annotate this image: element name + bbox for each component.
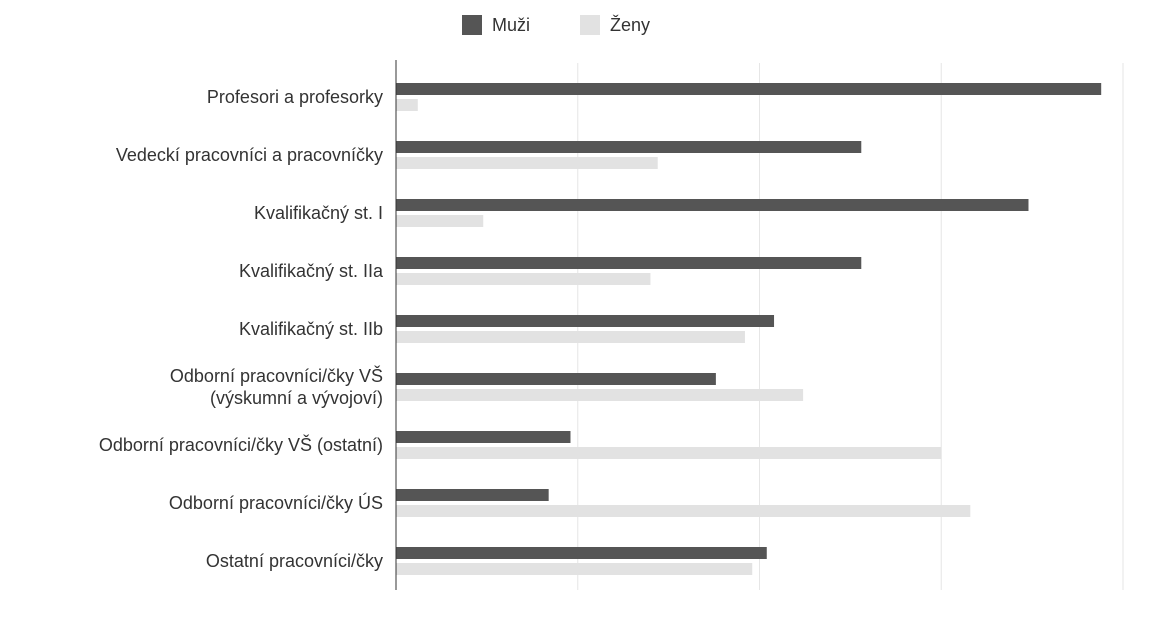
y-tick-label: Vedeckí pracovníci a pracovníčky <box>115 145 383 165</box>
bar <box>396 141 862 153</box>
bar <box>396 83 1102 95</box>
y-tick-label: Kvalifikačný st. IIb <box>238 319 383 339</box>
bar <box>396 547 767 559</box>
legend-label: Ženy <box>610 15 650 35</box>
y-tick-label: Ostatní pracovníci/čky <box>205 551 383 571</box>
bar <box>396 331 745 343</box>
bar <box>396 373 716 385</box>
bar <box>396 157 658 169</box>
legend-label: Muži <box>492 15 530 35</box>
legend-swatch <box>580 15 600 35</box>
bar <box>396 563 753 575</box>
bar <box>396 99 418 111</box>
y-tick-label: Odborní pracovníci/čky VŠ (výskumní a vý… <box>169 366 383 408</box>
bar <box>396 505 971 517</box>
bar <box>396 257 862 269</box>
y-tick-label: Profesori a profesorky <box>206 87 383 107</box>
y-tick-label: Kvalifikačný st. IIa <box>238 261 383 281</box>
bar <box>396 315 775 327</box>
legend-swatch <box>462 15 482 35</box>
bar <box>396 389 804 401</box>
bar <box>396 431 571 443</box>
bar <box>396 273 651 285</box>
bar <box>396 447 942 459</box>
y-tick-label: Odborní pracovníci/čky ÚS <box>168 493 383 513</box>
bar <box>396 199 1029 211</box>
bar <box>396 215 484 227</box>
bar <box>396 489 549 501</box>
y-tick-label: Odborní pracovníci/čky VŠ (ostatní) <box>98 435 383 455</box>
y-tick-label: Kvalifikačný st. I <box>253 203 383 223</box>
